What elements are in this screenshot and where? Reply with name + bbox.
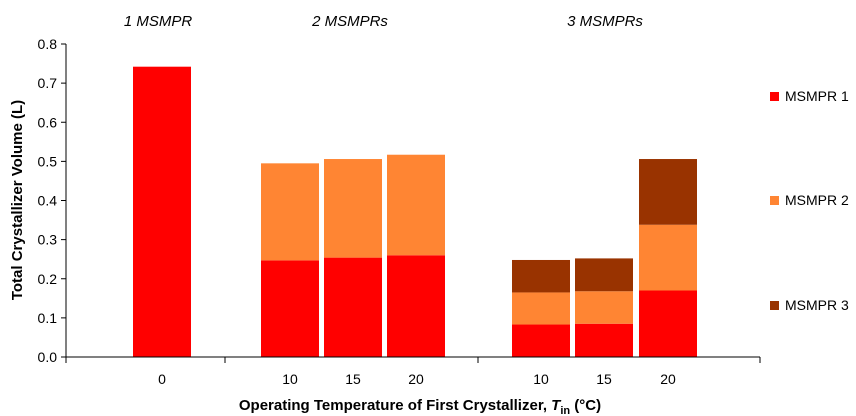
bar-4-series-1	[387, 255, 445, 357]
group-label: 3 MSMPRs	[567, 13, 643, 30]
bar-3-series-1	[324, 257, 382, 357]
x-tick-label: 10	[533, 371, 549, 387]
x-axis-title-main: Operating Temperature of First Crystalli…	[239, 397, 551, 414]
bar-5-series-1	[512, 324, 570, 357]
legend-label: MSMPR 1	[785, 88, 849, 104]
bar-4-series-2	[387, 154, 445, 256]
x-axis-title-unit: (°C)	[570, 397, 601, 414]
x-tick-label: 20	[408, 371, 424, 387]
x-tick-label: 10	[282, 371, 298, 387]
bar-6-series-1	[575, 323, 633, 357]
bar-7-series-2	[639, 224, 697, 291]
bar-3-series-2	[324, 159, 382, 258]
x-axis-title-subscript: in	[560, 405, 570, 416]
x-axis-title: Operating Temperature of First Crystalli…	[239, 397, 601, 416]
legend-swatch	[770, 301, 779, 310]
bar-7-series-3	[639, 159, 697, 225]
y-tick-label: 0.4	[38, 193, 58, 209]
x-tick-label: 20	[660, 371, 676, 387]
y-tick-label: 0.7	[38, 75, 58, 91]
y-axis-title: Total Crystallizer Volume (L)	[9, 100, 26, 300]
labels-layer: 0 10 15 20 10 15 20 1 MSMPR 2 MSMPRs 3 MSMPRs	[124, 13, 676, 387]
y-tick-label: 0.1	[38, 310, 58, 326]
bars-layer	[133, 66, 697, 357]
bar-5-series-2	[512, 292, 570, 325]
legend-label: MSMPR 2	[785, 192, 849, 208]
x-tick-label: 0	[158, 371, 166, 387]
legend-label: MSMPR 3	[785, 297, 849, 313]
bar-6-series-2	[575, 291, 633, 324]
bar-2-series-1	[261, 260, 319, 357]
legend-swatch	[770, 196, 779, 205]
bar-2-series-2	[261, 163, 319, 261]
y-tick-label: 0.6	[38, 114, 58, 130]
y-tick-label: 0.5	[38, 153, 58, 169]
x-tick-label: 15	[596, 371, 612, 387]
bar-1-series-1	[133, 66, 191, 357]
bar-7-series-1	[639, 290, 697, 357]
bar-5-series-3	[512, 259, 570, 293]
legend: MSMPR 1 MSMPR 2 MSMPR 3	[770, 88, 849, 313]
y-tick-label: 0.3	[38, 232, 58, 248]
x-tick-label: 15	[345, 371, 361, 387]
legend-swatch	[770, 92, 779, 101]
group-label: 1 MSMPR	[124, 13, 193, 30]
bar-6-series-3	[575, 258, 633, 292]
axes-layer: 0.0 0.1 0.2 0.3 0.4 0.5 0.6 0.7 0.8	[38, 36, 761, 365]
y-tick-label: 0.0	[38, 349, 58, 365]
x-axis-title-symbol: T	[551, 397, 562, 414]
group-label: 2 MSMPRs	[311, 13, 388, 30]
y-tick-label: 0.8	[38, 36, 58, 52]
y-tick-label: 0.2	[38, 271, 58, 287]
